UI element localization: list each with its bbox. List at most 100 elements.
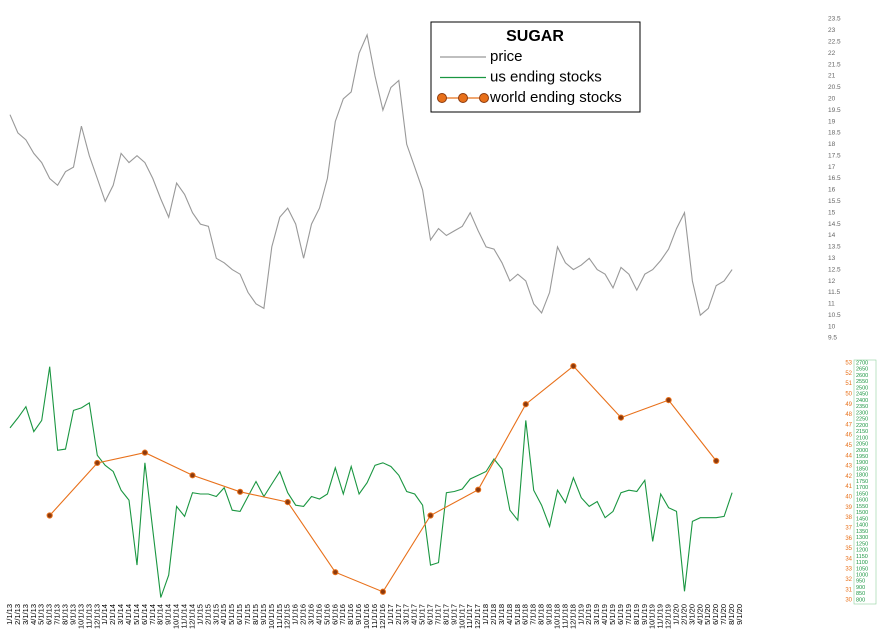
x-tick-label: 12/1/17 (473, 604, 482, 629)
x-tick-label: 2/1/19 (584, 604, 593, 625)
y2-tick-label: 49 (845, 402, 852, 408)
x-tick-label: 8/1/16 (346, 604, 355, 625)
x-tick-label: 4/1/15 (219, 604, 228, 625)
y2-tick-label: 41 (845, 484, 852, 490)
y2-tick-label: 36 (845, 536, 852, 542)
y3-tick-label: 1550 (856, 504, 868, 510)
x-tick-label: 9/1/18 (545, 604, 554, 625)
y3-tick-label: 950 (856, 579, 865, 585)
y2-tick-label: 37 (845, 525, 852, 531)
x-tick-label: 1/1/17 (386, 604, 395, 625)
series-marker (284, 499, 291, 506)
series-marker (141, 449, 148, 456)
x-tick-label: 5/1/15 (227, 604, 236, 625)
x-tick-label: 5/1/13 (37, 604, 46, 625)
x-tick-label: 3/1/13 (21, 604, 30, 625)
series-marker (379, 588, 387, 595)
y-tick-label: 19.5 (828, 107, 841, 114)
y3-tick-label: 1300 (856, 535, 868, 541)
x-tick-label: 6/1/20 (711, 604, 720, 625)
y3-tick-label: 1950 (856, 454, 868, 460)
y-tick-label: 16 (828, 187, 836, 194)
y2-tick-label: 32 (845, 577, 852, 583)
x-tick-label: 10/1/15 (267, 604, 276, 629)
y2-tick-label: 52 (845, 371, 852, 377)
y-tick-label: 20 (828, 95, 836, 102)
y3-tick-label: 2500 (856, 385, 868, 391)
x-tick-label: 6/1/15 (235, 604, 244, 625)
y3-tick-label: 1700 (856, 485, 868, 491)
x-tick-label: 2/1/14 (108, 604, 117, 625)
y-tick-label: 11 (828, 301, 835, 308)
x-tick-label: 2/1/17 (394, 604, 403, 625)
x-tick-label: 4/1/19 (600, 604, 609, 625)
x-tick-label: 6/1/18 (521, 604, 530, 625)
y3-tick-label: 2700 (856, 360, 868, 366)
x-tick-label: 10/1/13 (76, 604, 85, 629)
x-tick-label: 8/1/19 (632, 604, 641, 625)
x-tick-label: 12/1/19 (664, 604, 673, 629)
y-tick-label: 12 (828, 278, 836, 285)
chart-title: SUGAR (506, 28, 564, 45)
series-marker (332, 569, 339, 576)
y2-tick-label: 34 (845, 556, 852, 562)
x-tick-label: 9/1/16 (354, 604, 363, 625)
x-tick-label: 8/1/20 (727, 604, 736, 625)
series-line (9, 366, 733, 598)
y-tick-label: 12.5 (828, 266, 841, 273)
legend-label: world ending stocks (489, 89, 622, 106)
series-marker (522, 401, 529, 408)
y2-tick-label: 44 (845, 453, 852, 459)
x-tick-label: 2/1/16 (299, 604, 308, 625)
series-line (49, 365, 717, 593)
y-tick-label: 17.5 (828, 152, 841, 159)
y3-tick-label: 1450 (856, 516, 868, 522)
y3-tick-label: 1600 (856, 498, 868, 504)
y2-tick-label: 53 (845, 361, 852, 367)
y-tick-label: 16.5 (828, 175, 841, 182)
x-tick-label: 6/1/17 (426, 604, 435, 625)
y3-tick-label: 850 (856, 591, 865, 597)
x-tick-label: 11/1/15 (275, 604, 284, 628)
y3-tick-label: 2100 (856, 435, 868, 441)
x-tick-label: 10/1/16 (362, 604, 371, 629)
x-tick-label: 12/1/16 (378, 604, 387, 629)
series-line (9, 33, 733, 317)
y2-tick-label: 40 (845, 495, 852, 501)
y3-tick-label: 2250 (856, 417, 868, 423)
x-tick-label: 7/1/17 (433, 604, 442, 625)
x-tick-label: 2/1/20 (679, 604, 688, 625)
y3-tick-label: 2300 (856, 410, 868, 416)
y3-tick-label: 2600 (856, 373, 868, 379)
y3-tick-label: 1100 (856, 560, 868, 566)
x-tick-label: 12/1/14 (187, 604, 196, 629)
legend-label: us ending stocks (490, 68, 602, 85)
x-tick-label: 6/1/16 (330, 604, 339, 625)
y2-tick-label: 48 (845, 412, 852, 418)
x-tick-label: 4/1/18 (505, 604, 514, 625)
y-tick-label: 21 (828, 73, 836, 80)
series-marker (475, 486, 482, 493)
x-tick-label: 10/1/19 (648, 604, 657, 629)
y-tick-label: 23.5 (828, 16, 841, 23)
y3-tick-label: 2150 (856, 429, 868, 435)
x-tick-label: 10/1/14 (172, 604, 181, 629)
x-tick-label: 8/1/15 (251, 604, 260, 625)
x-tick-label: 8/1/13 (61, 604, 70, 625)
y3-tick-label: 1150 (856, 554, 868, 560)
x-tick-label: 7/1/20 (719, 604, 728, 625)
x-tick-label: 3/1/18 (497, 604, 506, 625)
y3-tick-label: 2550 (856, 379, 868, 385)
y-tick-label: 15 (828, 209, 836, 216)
y3-tick-label: 1500 (856, 510, 868, 516)
x-tick-label: 11/1/19 (656, 604, 665, 628)
x-tick-label: 9/1/20 (735, 604, 744, 625)
x-tick-label: 7/1/14 (148, 604, 157, 625)
y2-tick-label: 51 (845, 381, 852, 387)
x-tick-label: 3/1/16 (307, 604, 316, 625)
y-tick-label: 13.5 (828, 244, 841, 251)
y3-tick-label: 1250 (856, 541, 868, 547)
y2-tick-label: 31 (845, 587, 852, 593)
legend-marker (437, 93, 447, 103)
x-tick-label: 2/1/13 (13, 604, 22, 625)
